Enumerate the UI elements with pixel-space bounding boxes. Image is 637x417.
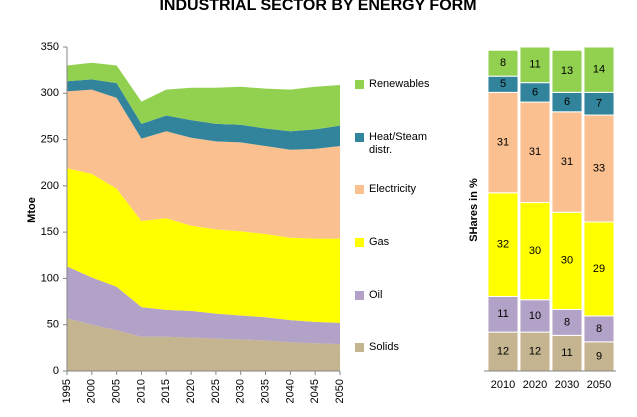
chart-title: INDUSTRIAL SECTOR BY ENERGY FORM (159, 0, 476, 14)
legend-label: Oil (369, 289, 383, 301)
area (67, 62, 340, 132)
x-tick-label: 2045 (309, 379, 321, 403)
data-label: 31 (497, 136, 509, 148)
y-tick-label: 200 (41, 180, 59, 192)
y-tick-label: 50 (47, 319, 59, 331)
x-tick-label: 2020 (523, 379, 547, 391)
data-label: 9 (596, 350, 602, 362)
x-tick-label: 2005 (111, 379, 123, 403)
bar-segment (583, 341, 615, 372)
legend-label: Heat/Steam distr. (369, 131, 428, 156)
y-axis-label: Mtoe (26, 197, 38, 223)
data-label: 12 (497, 345, 509, 357)
legend-swatch (355, 343, 364, 352)
bar-segment (583, 46, 615, 93)
y-tick-label: 100 (41, 272, 59, 284)
legend-swatch (355, 185, 364, 194)
legend: Renewables Heat/Steam distr. Electricity Ga… (355, 0, 455, 417)
data-label: 12 (529, 345, 541, 357)
x-tick-label: 2030 (555, 379, 579, 391)
legend-label: Solids (369, 341, 399, 353)
legend-swatch (355, 238, 364, 247)
x-tick-label: 2050 (587, 379, 611, 391)
bar-segment (519, 331, 551, 372)
data-label: 29 (593, 263, 605, 275)
area (67, 168, 340, 323)
bar-segment (583, 221, 615, 317)
data-label: 11 (497, 308, 508, 320)
legend-item: Electricity (355, 183, 449, 196)
data-label: 13 (561, 65, 573, 77)
data-label: 5 (500, 78, 506, 90)
data-label: 33 (593, 162, 605, 174)
x-tick-label: 2030 (235, 379, 247, 403)
legend-item: Gas (355, 236, 449, 249)
data-label: 8 (500, 57, 506, 69)
data-label: 6 (532, 86, 538, 98)
bar-segment (519, 101, 551, 204)
bar-segment (551, 334, 583, 372)
area (67, 79, 340, 150)
x-tick-label: 2010 (135, 379, 147, 403)
y-axis-label: SHares in % (468, 178, 480, 242)
data-label: 32 (497, 239, 509, 251)
bar-segment (519, 202, 551, 301)
data-label: 8 (596, 323, 602, 335)
x-tick-label: 2040 (284, 379, 296, 403)
bar-segment (551, 49, 583, 93)
data-label: 6 (564, 96, 570, 108)
bar-segment (519, 46, 551, 84)
area (67, 266, 340, 345)
y-tick-label: 0 (53, 365, 59, 377)
bar-segment (551, 111, 583, 213)
legend-item: Oil (355, 289, 449, 302)
data-label: 31 (529, 146, 541, 158)
x-tick-label: 2025 (210, 379, 222, 403)
legend-swatch (355, 80, 364, 89)
legend-label: Electricity (369, 183, 417, 195)
legend-item: Solids (355, 341, 449, 354)
x-tick-label: 2015 (160, 379, 172, 403)
data-label: 30 (561, 255, 573, 267)
legend-label: Renewables (369, 78, 430, 90)
data-label: 11 (529, 59, 540, 71)
bar-segment (487, 49, 519, 77)
area (67, 318, 340, 371)
y-tick-label: 350 (41, 41, 59, 53)
legend-swatch (355, 133, 364, 142)
x-tick-label: 2000 (86, 379, 98, 403)
bar-segment (551, 211, 583, 310)
x-tick-label: 2010 (491, 379, 515, 391)
data-label: 10 (529, 310, 541, 322)
legend-item: Heat/Steam distr. (355, 131, 449, 157)
data-label: 8 (564, 316, 570, 328)
y-tick-label: 250 (41, 133, 59, 145)
legend-label: Gas (369, 236, 390, 248)
x-tick-label: 2020 (185, 379, 197, 403)
x-tick-label: 2050 (334, 379, 346, 403)
x-tick-label: 2035 (259, 379, 271, 403)
data-label: 30 (529, 245, 541, 257)
y-tick-label: 300 (41, 87, 59, 99)
y-tick-label: 150 (41, 226, 59, 238)
bar-segment (551, 308, 583, 336)
data-label: 11 (561, 347, 572, 359)
bar-segment (583, 315, 615, 343)
area (67, 89, 340, 239)
legend-item: Renewables (355, 78, 449, 91)
x-tick-label: 1995 (61, 379, 73, 403)
bar-segment (487, 331, 519, 372)
data-label: 7 (596, 98, 602, 110)
data-label: 14 (593, 64, 605, 76)
data-label: 31 (561, 156, 573, 168)
legend-swatch (355, 291, 364, 300)
